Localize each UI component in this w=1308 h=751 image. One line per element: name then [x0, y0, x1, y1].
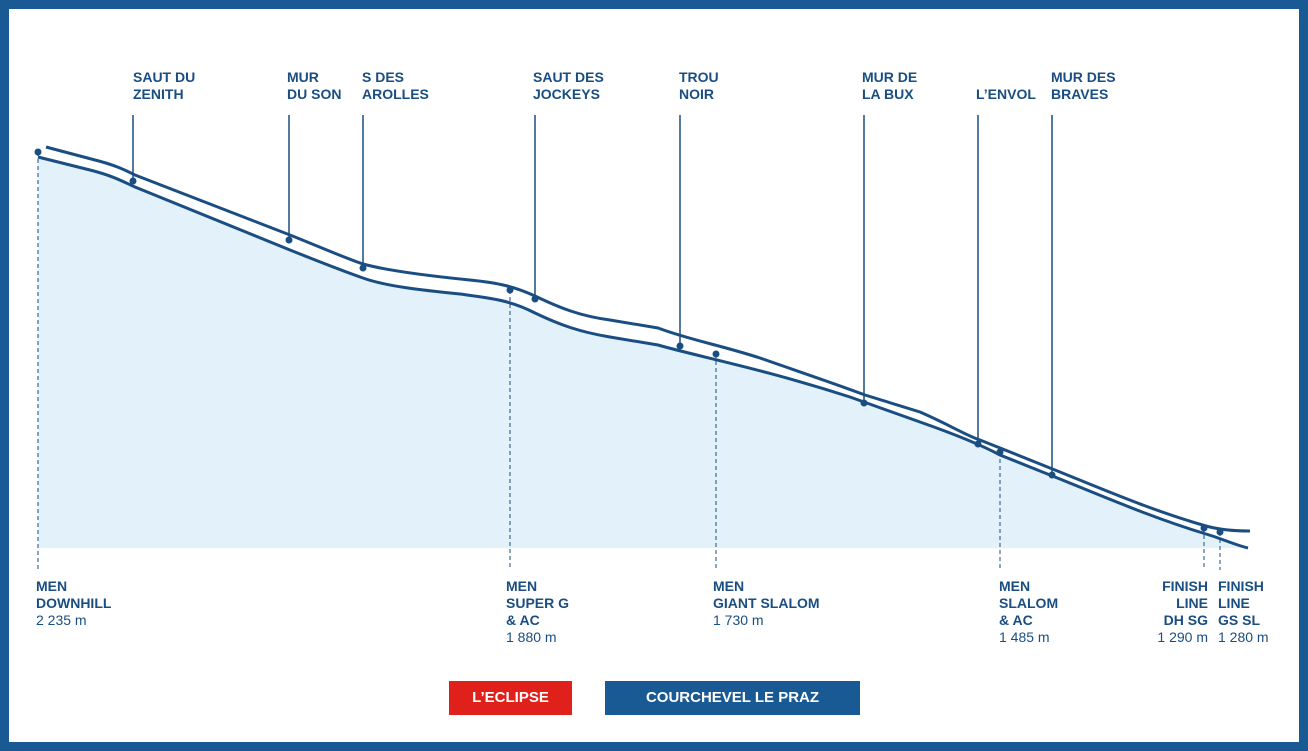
start-label-men-slalom: MEN SLALOM & AC 1 485 m: [999, 578, 1058, 646]
feature-label-s-des-arolles: S DES AROLLES: [362, 69, 429, 103]
feature-label-line: NOIR: [679, 86, 714, 102]
feature-label-line: MUR: [287, 69, 319, 85]
start-label-men-downhill: MEN DOWNHILL 2 235 m: [36, 578, 111, 629]
start-label-line: GIANT SLALOM: [713, 595, 820, 611]
start-label-line: MEN: [713, 578, 745, 594]
legend-courchevel-le-praz: COURCHEVEL LE PRAZ: [605, 681, 860, 715]
feature-label-line: L’ENVOL: [976, 86, 1036, 102]
start-marker-finish-dh-sg: [1200, 524, 1208, 570]
feature-label-line: SAUT DU: [133, 69, 196, 85]
marker-saut-du-zenith: [129, 115, 137, 185]
start-marker-finish-gs-sl: [1216, 528, 1224, 570]
start-label-men-super-g: MEN SUPER G & AC 1 880 m: [506, 578, 569, 646]
feature-label-trou-noir: TROU NOIR: [679, 69, 719, 103]
start-markers: [34, 148, 1224, 570]
start-label-line: SLALOM: [999, 595, 1059, 611]
start-label-line: DH SG: [1163, 612, 1208, 628]
start-elevation: 1 485 m: [999, 629, 1050, 645]
legend-leclipse: L’ECLIPSE: [449, 681, 572, 715]
marker-mur-du-son: [285, 115, 293, 244]
marker-s-des-arolles: [359, 115, 367, 272]
start-label-line: LINE: [1176, 595, 1208, 611]
start-marker-men-downhill: [34, 148, 42, 570]
feature-label-line: SAUT DES: [533, 69, 604, 85]
feature-label-line: ZENITH: [133, 86, 184, 102]
start-marker-men-giant-slalom: [712, 350, 720, 570]
start-label-line: SUPER G: [506, 595, 570, 611]
profile-area: [37, 145, 1251, 550]
start-elevation: 1 280 m: [1218, 629, 1269, 645]
marker-trou-noir: [676, 115, 684, 350]
start-label-line: & AC: [999, 612, 1033, 628]
feature-label-line: S DES: [362, 69, 405, 85]
start-label-line: GS SL: [1218, 612, 1261, 628]
marker-mur-des-braves: [1048, 115, 1056, 479]
start-marker-men-slalom: [996, 448, 1004, 570]
feature-label-mur-des-braves: MUR DES BRAVES: [1051, 69, 1116, 103]
feature-label-line: MUR DES: [1051, 69, 1116, 85]
feature-label-line: MUR DE: [862, 69, 918, 85]
start-marker-men-super-g: [506, 286, 514, 570]
feature-label-line: DU SON: [287, 86, 342, 102]
start-label-line: FINISH: [1162, 578, 1208, 594]
start-label-finish-dh-sg: FINISH LINE DH SG 1 290 m: [1140, 578, 1208, 646]
start-label-line: LINE: [1218, 595, 1250, 611]
feature-label-mur-de-la-bux: MUR DE LA BUX: [862, 69, 917, 103]
feature-label-line: LA BUX: [862, 86, 914, 102]
track-upper: [45, 145, 1251, 533]
start-label-line: & AC: [506, 612, 540, 628]
start-label-finish-gs-sl: FINISH LINE GS SL 1 280 m: [1218, 578, 1269, 646]
track-lower: [37, 155, 1249, 550]
feature-markers: [129, 115, 1056, 479]
start-label-men-giant-slalom: MEN GIANT SLALOM 1 730 m: [713, 578, 820, 629]
feature-label-line: AROLLES: [362, 86, 429, 102]
start-label-line: MEN: [506, 578, 538, 594]
start-label-line: MEN: [36, 578, 68, 594]
marker-lenvol: [974, 115, 982, 448]
start-elevation: 2 235 m: [36, 612, 87, 628]
feature-label-line: TROU: [679, 69, 719, 85]
start-label-line: FINISH: [1218, 578, 1264, 594]
marker-saut-des-jockeys: [531, 115, 539, 303]
start-elevation: 1 880 m: [506, 629, 557, 645]
feature-label-line: JOCKEYS: [533, 86, 600, 102]
start-elevation: 1 730 m: [713, 612, 764, 628]
feature-label-saut-des-jockeys: SAUT DES JOCKEYS: [533, 69, 604, 103]
feature-label-saut-du-zenith: SAUT DU ZENITH: [133, 69, 195, 103]
feature-label-lenvol: L’ENVOL: [976, 86, 1036, 103]
start-elevation: 1 290 m: [1157, 629, 1208, 645]
marker-mur-de-la-bux: [860, 115, 868, 407]
terrain-fill: [38, 157, 1248, 548]
start-label-line: MEN: [999, 578, 1031, 594]
feature-label-mur-du-son: MUR DU SON: [287, 69, 341, 103]
feature-label-line: BRAVES: [1051, 86, 1109, 102]
start-label-line: DOWNHILL: [36, 595, 112, 611]
